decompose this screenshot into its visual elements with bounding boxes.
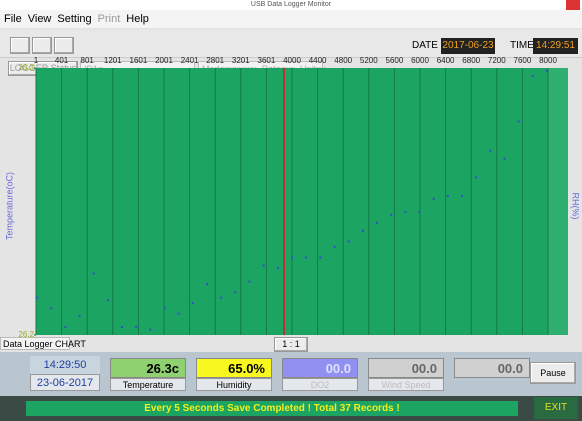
status-message: Every 5 Seconds Save Completed ! Total 3… [26, 401, 518, 416]
pause-button[interactable]: Pause [530, 362, 576, 384]
print-button[interactable] [54, 37, 74, 54]
data-point [446, 195, 449, 198]
x-tick-label: 1 [34, 56, 39, 65]
data-point [432, 197, 435, 200]
menu-item[interactable]: Print [97, 13, 121, 25]
data-point [135, 325, 138, 328]
data-point [149, 328, 152, 331]
date-display: 2017-06-23 [441, 38, 495, 54]
data-point [78, 315, 81, 318]
x-tick-label: 1201 [104, 56, 122, 65]
y-tick-label: 26.3 [18, 63, 34, 72]
data-point [36, 296, 38, 299]
x-tick-label: 1601 [130, 56, 148, 65]
reading-label: Wind Speed [368, 378, 444, 391]
data-point [276, 267, 279, 270]
reading-label: DO2 [282, 378, 358, 391]
exit-button[interactable]: EXIT [534, 397, 578, 419]
x-tick-label: 7600 [514, 56, 532, 65]
x-tick-label: 801 [81, 56, 95, 65]
data-point [64, 325, 67, 328]
data-point [50, 307, 53, 310]
reading-value: 00.0 [282, 358, 358, 378]
x-tick-label: 8000 [539, 56, 557, 65]
x-tick-label: 4400 [309, 56, 327, 65]
data-point [92, 272, 95, 275]
menu-bar: File View Setting Print Help [0, 10, 582, 28]
x-tick-label: 3201 [232, 56, 250, 65]
data-point [191, 301, 194, 304]
data-point [489, 149, 492, 152]
open-button[interactable] [10, 37, 30, 54]
reading-value: 26.3c [110, 358, 186, 378]
y-tick-label: 26.2 [18, 330, 34, 339]
x-tick-label: 6000 [411, 56, 429, 65]
data-point [206, 283, 208, 286]
y2-axis-title: RH(%) [571, 193, 581, 220]
x-tick-label: 2401 [181, 56, 199, 65]
data-point [291, 256, 293, 259]
menu-item[interactable]: Setting [57, 13, 92, 25]
zoom-button[interactable]: 1 : 1 [274, 337, 308, 352]
date-label: DATE [412, 40, 438, 51]
title-bar: USB Data Logger Monitor [0, 0, 582, 10]
x-tick-label: 3601 [258, 56, 276, 65]
data-point [220, 296, 223, 299]
x-tick-label: 5600 [386, 56, 404, 65]
data-point [177, 312, 180, 315]
data-point [361, 229, 364, 232]
data-point [517, 120, 520, 123]
chart: Temperature(oC) RH(%) 1 401 801 1201 1601 200… [4, 56, 581, 339]
reading-value: 00.0 [454, 358, 530, 378]
menu-item[interactable]: Help [126, 13, 149, 25]
x-tick-label: 401 [55, 56, 69, 65]
x-tick-label: 5200 [360, 56, 378, 65]
x-tick-label: 4800 [334, 56, 352, 65]
reading-value: 65.0% [196, 358, 272, 378]
data-point [121, 325, 123, 328]
close-button[interactable] [566, 0, 580, 10]
menu-item[interactable]: File [4, 13, 22, 25]
data-point [546, 69, 548, 72]
clock-time: 14:29:50 [30, 356, 100, 374]
reading-value: 00.0 [368, 358, 444, 378]
menu-item[interactable]: View [27, 13, 52, 25]
data-point [163, 307, 166, 310]
x-tick-label: 4000 [283, 56, 301, 65]
reading-label: Temperature [110, 378, 186, 391]
save-button[interactable] [32, 37, 52, 54]
clock-date: 23-06-2017 [30, 374, 100, 391]
x-tick-label: 2801 [206, 56, 224, 65]
data-point [305, 256, 308, 259]
time-label: TIME [510, 40, 534, 51]
x-tick-label: 6800 [462, 56, 480, 65]
data-point [319, 256, 322, 259]
right-axis-area [548, 68, 568, 335]
data-point [475, 176, 478, 179]
data-point [262, 264, 265, 267]
data-point [248, 280, 251, 283]
data-point [347, 240, 350, 243]
x-tick-label: 6400 [437, 56, 455, 65]
chart-caption: Data Logger CHART [0, 337, 86, 350]
reading-label: Humidity [196, 378, 272, 391]
data-point [333, 245, 336, 248]
data-point [461, 195, 463, 198]
data-point [234, 291, 237, 294]
y-axis-title: Temperature(oC) [4, 172, 14, 240]
data-point [418, 211, 421, 214]
time-display: 14:29:51 [533, 38, 578, 54]
data-point [390, 213, 393, 216]
x-tick-label: 7200 [488, 56, 506, 65]
data-point [404, 211, 407, 214]
data-point [531, 75, 534, 78]
data-point [376, 221, 378, 224]
x-tick-label: 2001 [155, 56, 173, 65]
data-point [106, 299, 109, 302]
data-point [503, 157, 506, 160]
